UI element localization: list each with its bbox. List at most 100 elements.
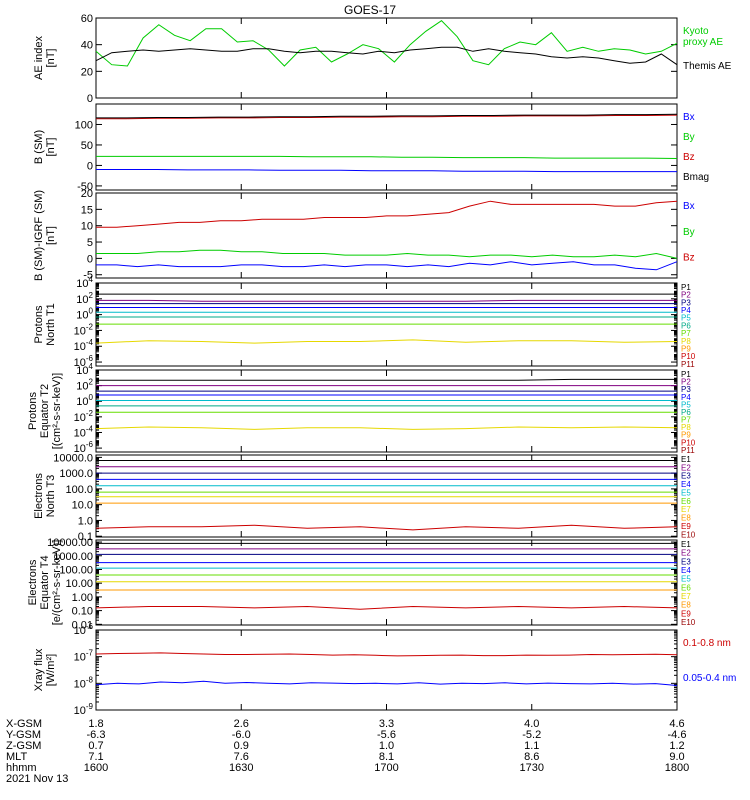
legend-entry: P11 [681, 360, 695, 369]
footer-value-xgsm: 1.8 [88, 718, 103, 730]
y-tick-label: 5 [87, 237, 93, 249]
panel-bsm: -50 0 50 100 B (SM)[nT] Bx By Bz Bmag [33, 103, 709, 193]
panel-xray: 10-9 10-8 10-7 10-6 Xray flux[W/m²] 0.1-0.8 n… [33, 622, 736, 717]
legend-entry: P4 [681, 306, 691, 315]
series-line-e9 [95, 524, 678, 531]
y-tick-label: 0 [87, 93, 93, 105]
legend-entry: P8 [681, 337, 691, 346]
footer-value-xgsm: 3.3 [379, 718, 394, 730]
y-axis-label: AE index[nT] [33, 35, 57, 80]
footer-value-zgsm: 1.1 [524, 740, 539, 752]
legend-entry: E2 [681, 549, 691, 558]
y-tick-label: 10.00 [65, 578, 93, 590]
legend-entry: P7 [681, 416, 691, 425]
y-axis-label: ElectronsEquator T4[e/(cm²-s-sr-keV)] [27, 540, 63, 626]
footer-value-mlt: 8.6 [524, 751, 539, 763]
panel-frame [95, 629, 678, 711]
legend-entry: E9 [681, 609, 691, 618]
legend-entry: P5 [681, 400, 691, 409]
legend-entry: P9 [681, 344, 691, 353]
series-line-by [96, 249, 678, 259]
y-tick-label: 10-4 [74, 424, 94, 439]
legend-entry: E4 [681, 566, 691, 575]
footer-value-hhmm: 1730 [520, 762, 544, 774]
panel-bdiff: -5 0 5 10 15 20 B (SM)-IGRF (SM)[nT] Bx By Bz [33, 188, 695, 282]
y-tick-label: 0.10 [72, 606, 93, 618]
legend-entry: 0.05-0.4 nm [683, 673, 736, 684]
legend-entry: E4 [681, 480, 691, 489]
y-tick-label: 1.00 [72, 592, 93, 604]
y-tick-label: 100 [76, 307, 93, 322]
footer-row-label: hhmm [6, 762, 37, 774]
footer-value-xgsm: 2.6 [234, 718, 249, 730]
legend-entry: P2 [681, 378, 691, 387]
legend-entry: E9 [681, 522, 691, 531]
panel-frame [95, 369, 678, 453]
legend-entry: P10 [681, 438, 696, 447]
y-tick-label: 10-7 [74, 649, 94, 664]
y-axis-label: ProtonsNorth T1 [33, 303, 57, 346]
footer-value-zgsm: 1.0 [379, 740, 394, 752]
legend-entry: E10 [681, 618, 696, 627]
y-tick-label: 10-9 [74, 702, 94, 717]
footer-row-label: X-GSM [6, 718, 42, 730]
y-axis-label: ProtonsEquator T2[(cm²-s-sr-keV)] [27, 373, 63, 449]
footer-value-mlt: 8.1 [379, 751, 394, 763]
legend-entry: P6 [681, 321, 691, 330]
legend-entry: P9 [681, 431, 691, 440]
y-tick-label: 100 [76, 393, 93, 408]
y-tick-label: 100.0 [65, 484, 93, 496]
footer-value-mlt: 7.6 [234, 751, 249, 763]
legend-entry: Bx [683, 112, 695, 123]
series-line-bz [96, 114, 678, 120]
series-line-p8 [95, 426, 678, 430]
footer-row-label: Z-GSM [6, 740, 41, 752]
y-axis-label: Xray flux[W/m²] [33, 648, 57, 691]
legend-entry: E7 [681, 505, 691, 514]
footer-value-hhmm: 1800 [665, 762, 689, 774]
footer-value-ygsm: -6.3 [87, 729, 106, 741]
y-tick-label: 50 [81, 140, 93, 152]
legend-entry: E1 [681, 540, 691, 549]
plot-title: GOES-17 [344, 3, 396, 17]
footer-value-mlt: 9.0 [669, 751, 684, 763]
legend-entry: P1 [681, 283, 691, 292]
series-line-0-05-0-4-nm [95, 680, 678, 686]
y-tick-label: 10-2 [74, 322, 94, 337]
footer-date: 2021 Nov 13 [6, 773, 68, 785]
legend-entry: P7 [681, 329, 691, 338]
y-axis-label: B (SM)[nT] [33, 130, 57, 164]
legend-entry: E2 [681, 463, 691, 472]
y-tick-label: 20 [81, 188, 93, 200]
series-line-bx [96, 169, 677, 173]
legend-entry: 0.1-0.8 nm [683, 638, 731, 649]
legend-entry: E6 [681, 497, 691, 506]
y-tick-label: -50 [77, 181, 93, 193]
y-tick-label: 10-4 [74, 338, 94, 353]
series-line-by [96, 155, 678, 159]
legend-entry: E10 [681, 530, 696, 539]
footer-value-hhmm: 1700 [374, 762, 398, 774]
y-tick-label: 0 [87, 253, 93, 265]
legend-entry: E3 [681, 472, 691, 481]
footer-value-hhmm: 1600 [84, 762, 108, 774]
y-tick-label: 10000.00 [47, 537, 93, 549]
y-tick-label: 0.01 [72, 619, 93, 631]
y-tick-label: 20 [81, 66, 93, 78]
legend-entry: E8 [681, 514, 691, 523]
legend-entry: P4 [681, 393, 691, 402]
y-tick-label: 10-2 [74, 409, 94, 424]
y-tick-label: 1.0 [78, 515, 93, 527]
legend-entry: P1 [681, 370, 691, 379]
legend-entry: E7 [681, 592, 691, 601]
footer-value-ygsm: -6.0 [232, 729, 251, 741]
series-line-bz [96, 200, 678, 228]
legend-entry: P3 [681, 298, 691, 307]
legend-entry: Bz [683, 152, 695, 163]
